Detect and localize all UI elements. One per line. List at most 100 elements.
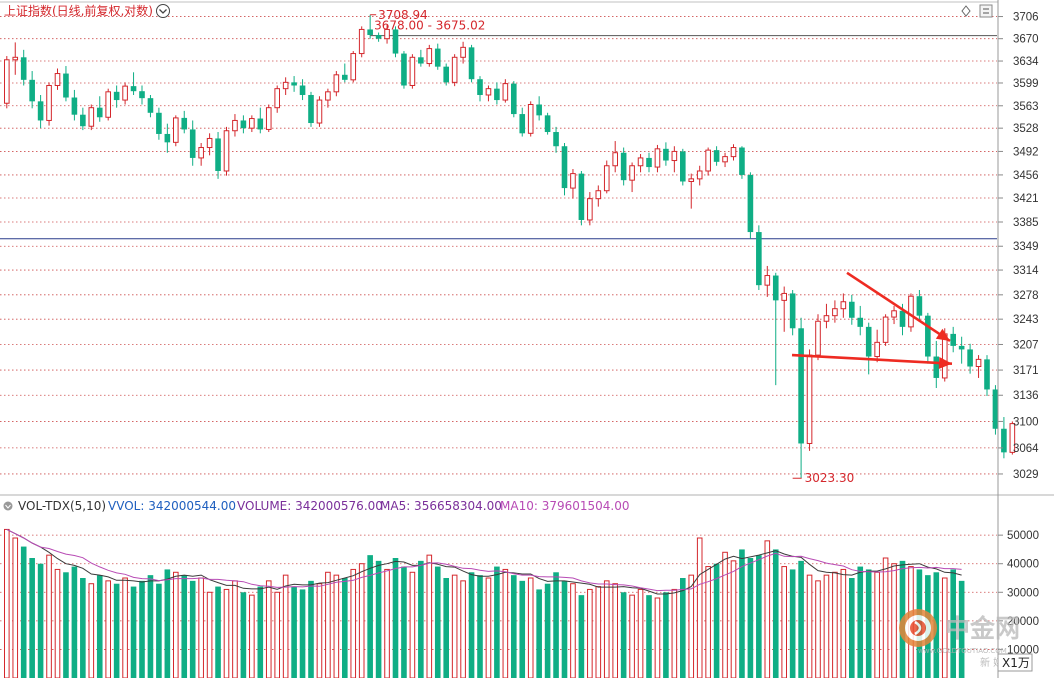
candle-body — [350, 53, 357, 81]
candle-body — [781, 292, 788, 301]
candle-body — [730, 147, 737, 158]
candle-body — [215, 138, 221, 171]
volume-bar — [705, 566, 711, 678]
volume-bar — [511, 575, 517, 678]
price-tick-label: 3171 — [1013, 365, 1039, 377]
candle — [96, 96, 103, 122]
goldtoutiao-logo-icon — [899, 609, 937, 647]
candle — [460, 41, 466, 64]
volume-bar — [96, 575, 103, 678]
candle — [544, 112, 551, 135]
candle-body — [527, 104, 534, 134]
candle-body — [536, 104, 542, 116]
candle-body — [342, 74, 348, 80]
candle-body — [88, 107, 95, 127]
candle-body — [274, 88, 280, 109]
volume-legend: VOL-TDX(5,10) VVOL: 342000544.00 VOLUME:… — [3, 499, 630, 513]
panel-menu-icon[interactable] — [979, 4, 993, 18]
volume-bar — [671, 588, 678, 678]
candle — [620, 147, 627, 186]
candle — [925, 312, 931, 364]
diamond-toggle-icon[interactable] — [961, 5, 971, 17]
candle — [663, 142, 669, 166]
volume-bar — [460, 580, 466, 678]
volume-bar — [688, 574, 695, 678]
candle — [832, 300, 838, 323]
candle — [637, 154, 644, 173]
candle-body — [105, 91, 112, 118]
price-tick-label: 3136 — [1013, 390, 1039, 402]
candle-body — [122, 85, 128, 101]
candle-body — [139, 91, 145, 99]
volume-bar — [4, 528, 10, 678]
volume-axis-ticks: 50000 40000 30000 20000 10000 — [998, 530, 1039, 656]
candle-body — [282, 81, 289, 90]
volume-bar — [612, 583, 619, 678]
volume-collapse-icon[interactable] — [3, 501, 13, 511]
volume-bar — [139, 580, 145, 678]
vvol-value: VVOL: 342000544.00 — [108, 499, 236, 513]
candle — [249, 115, 255, 133]
price-tick-label: 3599 — [1013, 78, 1039, 90]
candle-body — [713, 150, 720, 162]
volume-bar — [308, 580, 314, 678]
candle — [198, 142, 204, 166]
candle — [367, 14, 373, 39]
volume-bar — [12, 537, 19, 678]
volume-bar — [747, 558, 754, 678]
volume-bar — [443, 578, 449, 678]
volume-bar — [629, 594, 635, 678]
candle — [815, 314, 821, 361]
volume-bar — [299, 589, 306, 678]
candle-body — [249, 118, 255, 129]
candle-body — [663, 148, 669, 161]
candle — [105, 88, 112, 121]
candle — [4, 56, 10, 109]
volume-bar — [815, 580, 821, 678]
volume-bar — [122, 577, 128, 678]
candle-body — [494, 88, 500, 101]
candle — [418, 49, 424, 67]
title-dropdown-icon[interactable] — [156, 4, 170, 18]
volume-bar — [206, 591, 213, 678]
price-tick-label: 3385 — [1013, 217, 1039, 229]
price-axis-ticks: 3706 3670 3634 3599 3563 3528 3492 3456 3421 3385… — [998, 12, 1039, 481]
candle-body — [578, 173, 585, 220]
volume-bar — [113, 583, 120, 678]
volume-bar — [156, 583, 162, 678]
volume-bar — [358, 563, 365, 678]
candle — [46, 82, 52, 126]
arrow-shaft — [791, 353, 953, 365]
candle — [713, 146, 720, 166]
candle — [823, 303, 830, 329]
candle — [375, 32, 382, 42]
candle-body — [367, 29, 373, 35]
volume-bar — [730, 560, 737, 678]
candle-body — [705, 149, 711, 172]
volume-bar — [806, 574, 813, 678]
candle — [350, 51, 357, 83]
candle-body — [308, 94, 314, 124]
volume-bar — [434, 566, 441, 678]
volume-tick-label: 20000 — [1007, 616, 1039, 628]
volume-bar — [88, 583, 95, 678]
candle — [299, 79, 306, 101]
candle — [1001, 417, 1007, 459]
watermark-name: 中金网 — [945, 614, 1020, 643]
candle-body — [646, 157, 652, 168]
candle-body — [925, 315, 931, 357]
candle — [705, 147, 711, 176]
ma5-value: MA5: 356658304.00 — [380, 499, 502, 513]
volume-bar — [696, 537, 703, 678]
candle-body — [603, 165, 610, 192]
volume-bar — [265, 580, 272, 678]
price-tick-label: 3243 — [1013, 314, 1039, 326]
candle — [646, 152, 652, 173]
volume-bar — [663, 592, 669, 678]
volume-bar — [451, 574, 458, 678]
candle-body — [468, 47, 475, 80]
volume-bar — [857, 566, 864, 678]
candle-body — [620, 152, 627, 181]
candle-body — [130, 86, 137, 92]
candle — [587, 192, 593, 226]
